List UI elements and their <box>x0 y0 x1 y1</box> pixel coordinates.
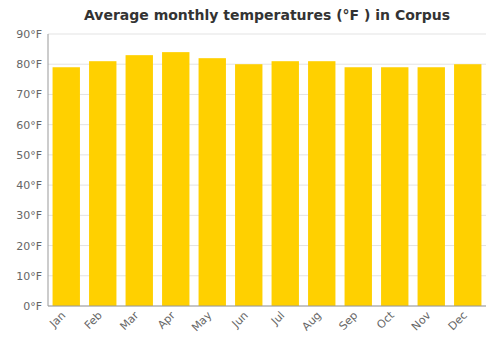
x-axis <box>48 306 486 307</box>
y-tick-label: 70°F <box>16 88 42 101</box>
bar <box>381 67 408 306</box>
bar <box>418 67 445 306</box>
bar <box>199 58 226 306</box>
x-tick-label: Aug <box>299 309 323 333</box>
bar <box>162 52 189 306</box>
x-tick-label: Jan <box>46 309 68 331</box>
y-tick-label: 30°F <box>16 209 42 222</box>
x-tick-label: Jun <box>229 309 251 331</box>
bars <box>53 52 482 306</box>
x-tick-label: Dec <box>446 309 470 333</box>
x-tick-label: May <box>189 309 215 335</box>
x-tick-label: Mar <box>117 309 141 333</box>
bar <box>126 55 153 306</box>
y-tick-label: 50°F <box>16 149 42 162</box>
x-tick-label: Feb <box>82 309 105 332</box>
grid <box>48 34 486 306</box>
y-tick-label: 90°F <box>16 28 42 41</box>
bar <box>454 64 481 306</box>
x-tick-label: Oct <box>374 308 397 331</box>
bar <box>89 61 116 306</box>
chart: Average monthly temperatures (°F ) in Co… <box>0 0 500 350</box>
grid-line <box>48 306 486 307</box>
y-tick-label: 40°F <box>16 179 42 192</box>
title: Average monthly temperatures (°F ) in Co… <box>84 7 450 23</box>
y-tick-label: 10°F <box>16 270 42 283</box>
bar <box>53 67 80 306</box>
y-tick-label: 20°F <box>16 240 42 253</box>
bar <box>345 67 372 306</box>
bar <box>272 61 299 306</box>
bar <box>308 61 335 306</box>
y-tick-label: 0°F <box>23 300 42 313</box>
grid-line <box>48 34 486 35</box>
x-tick-label: Sep <box>337 309 361 333</box>
y-axis <box>48 34 49 306</box>
y-tick-label: 60°F <box>16 119 42 132</box>
bar <box>235 64 262 306</box>
x-tick-label: Nov <box>409 309 434 334</box>
x-tick-label: Apr <box>155 309 178 332</box>
x-tick-label: Jul <box>268 309 287 328</box>
y-tick-label: 80°F <box>16 58 42 71</box>
